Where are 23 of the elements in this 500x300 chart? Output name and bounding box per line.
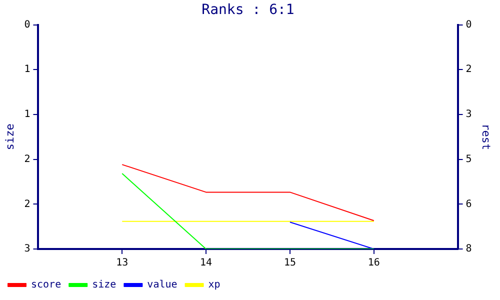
x-tick-label: 16	[368, 258, 380, 269]
y-tick-label: 2	[24, 154, 30, 165]
y-tick-label: 0	[24, 19, 30, 30]
legend-label: value	[147, 280, 178, 291]
legend-label: size	[92, 280, 116, 291]
y2-tick-label: 0	[466, 19, 472, 30]
y-axis-title: size	[3, 124, 16, 150]
y2-tick-label: 8	[466, 244, 472, 255]
y-tick-label: 1	[24, 109, 30, 120]
y2-axis-title: rest	[480, 124, 493, 150]
legend-label: score	[31, 280, 62, 291]
legend-label: xp	[208, 280, 220, 291]
x-tick-label: 14	[200, 258, 212, 269]
y2-tick-label: 3	[466, 109, 472, 120]
x-tick-label: 13	[116, 258, 128, 269]
y2-tick-label: 2	[466, 64, 472, 76]
y-tick-label: 1	[24, 64, 30, 76]
y2-tick-label: 5	[466, 154, 472, 165]
y2-tick-label: 6	[466, 198, 472, 210]
x-tick-label: 15	[284, 258, 296, 269]
chart-title: Ranks : 6:1	[202, 2, 294, 18]
y-tick-label: 2	[24, 198, 30, 210]
y-tick-label: 3	[24, 244, 30, 255]
